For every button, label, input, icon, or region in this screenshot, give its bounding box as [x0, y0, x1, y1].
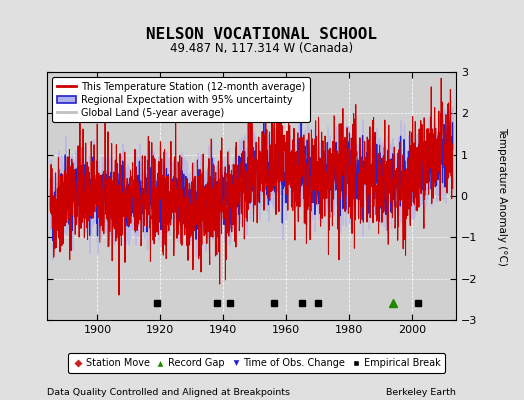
- Text: Data Quality Controlled and Aligned at Breakpoints: Data Quality Controlled and Aligned at B…: [47, 388, 290, 397]
- Text: Berkeley Earth: Berkeley Earth: [386, 388, 456, 397]
- Legend: Station Move, Record Gap, Time of Obs. Change, Empirical Break: Station Move, Record Gap, Time of Obs. C…: [68, 354, 445, 373]
- Text: NELSON VOCATIONAL SCHOOL: NELSON VOCATIONAL SCHOOL: [147, 27, 377, 42]
- Text: 49.487 N, 117.314 W (Canada): 49.487 N, 117.314 W (Canada): [170, 42, 354, 55]
- Legend: This Temperature Station (12-month average), Regional Expectation with 95% uncer: This Temperature Station (12-month avera…: [52, 77, 310, 122]
- Y-axis label: Temperature Anomaly (°C): Temperature Anomaly (°C): [497, 126, 507, 266]
